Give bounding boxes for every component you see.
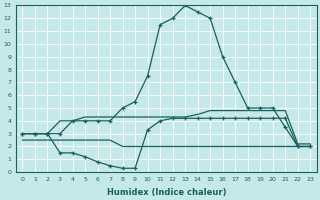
- X-axis label: Humidex (Indice chaleur): Humidex (Indice chaleur): [107, 188, 226, 197]
